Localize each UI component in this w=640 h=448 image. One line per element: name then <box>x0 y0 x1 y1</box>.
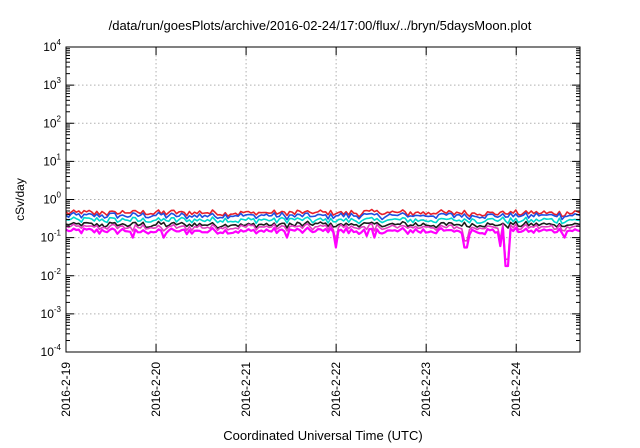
series-line <box>65 220 581 229</box>
series-line <box>65 211 581 221</box>
y-tick-label: 101 <box>43 152 61 168</box>
y-tick-label: 104 <box>43 38 61 54</box>
series-line <box>65 226 581 268</box>
y-tick-label: 10-2 <box>41 267 62 283</box>
x-axis-label: Coordinated Universal Time (UTC) <box>223 428 423 443</box>
y-tick-label: 10-3 <box>41 305 62 321</box>
y-axis-label: cSv/day <box>13 178 27 221</box>
y-tick-label: 100 <box>43 191 61 207</box>
chart-title: /data/run/goesPlots/archive/2016-02-24/1… <box>108 18 532 33</box>
x-tick-label: 2016-2-22 <box>329 362 343 417</box>
y-tick-label: 10-4 <box>41 343 62 359</box>
x-tick-label: 2016-2-23 <box>419 362 433 417</box>
series-line <box>65 208 581 218</box>
series-line <box>65 216 581 225</box>
x-tick-label: 2016-2-19 <box>59 362 73 417</box>
axis-ticks <box>65 46 580 353</box>
grid-lines <box>66 47 580 352</box>
y-tick-labels: 10-4 10-3 10-2 10-1 100 101 102 103 104 <box>41 38 62 359</box>
x-tick-label: 2016-2-21 <box>239 362 253 417</box>
series-line <box>65 223 581 261</box>
x-tick-label: 2016-2-20 <box>149 362 163 417</box>
series-lines <box>65 208 581 268</box>
y-tick-label: 10-1 <box>41 229 62 245</box>
y-tick-label: 102 <box>43 114 61 130</box>
x-tick-labels: 2016-2-19 2016-2-20 2016-2-21 2016-2-22 2016… <box>59 362 523 417</box>
x-tick-label: 2016-2-24 <box>509 362 523 417</box>
y-tick-label: 103 <box>43 76 61 92</box>
